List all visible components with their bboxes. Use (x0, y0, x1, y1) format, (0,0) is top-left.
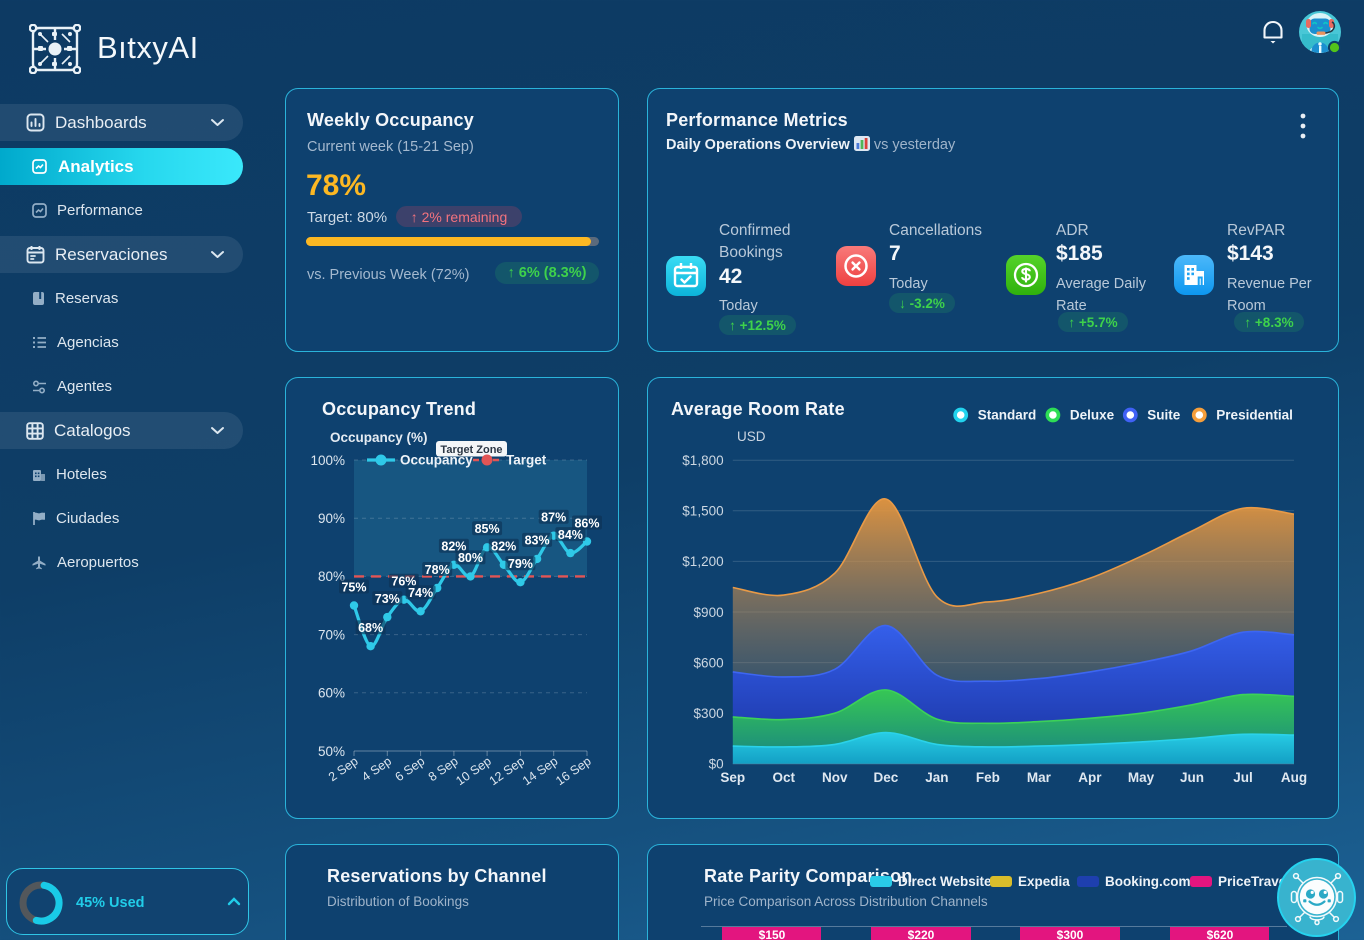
svg-text:12 Sep: 12 Sep (487, 754, 528, 788)
svg-text:Apr: Apr (1078, 770, 1102, 785)
svg-text:84%: 84% (558, 528, 583, 542)
svg-text:$600: $600 (694, 655, 724, 670)
svg-text:$1,500: $1,500 (682, 504, 723, 519)
svg-text:10 Sep: 10 Sep (453, 754, 494, 788)
svg-text:Sep: Sep (720, 770, 745, 785)
svg-text:Aug: Aug (1281, 770, 1307, 785)
svg-text:76%: 76% (391, 575, 416, 589)
svg-text:73%: 73% (375, 592, 400, 606)
svg-text:100%: 100% (310, 453, 345, 468)
svg-text:Suite: Suite (1147, 408, 1180, 423)
svg-text:70%: 70% (318, 627, 345, 642)
svg-text:PriceTravel: PriceTravel (1218, 874, 1290, 889)
svg-text:$1,200: $1,200 (682, 554, 723, 569)
svg-text:Expedia: Expedia (1018, 874, 1070, 889)
svg-text:Direct Website: Direct Website (898, 874, 992, 889)
svg-text:Dec: Dec (874, 770, 899, 785)
svg-text:Target: Target (506, 453, 547, 468)
svg-text:Occupancy: Occupancy (400, 453, 473, 468)
svg-text:16 Sep: 16 Sep (553, 754, 594, 788)
svg-text:Booking.com: Booking.com (1105, 874, 1191, 889)
svg-text:14 Sep: 14 Sep (520, 754, 561, 788)
svg-text:74%: 74% (408, 586, 433, 600)
svg-text:50%: 50% (318, 744, 345, 759)
svg-text:Oct: Oct (773, 770, 796, 785)
svg-text:68%: 68% (358, 621, 383, 635)
svg-text:82%: 82% (441, 540, 466, 554)
svg-text:Jun: Jun (1180, 770, 1204, 785)
svg-text:85%: 85% (475, 522, 500, 536)
svg-text:$1,800: $1,800 (682, 453, 723, 468)
svg-text:80%: 80% (458, 551, 483, 565)
svg-text:87%: 87% (541, 511, 566, 525)
svg-text:Standard: Standard (978, 408, 1037, 423)
svg-text:$150: $150 (759, 928, 786, 940)
svg-text:$300: $300 (1057, 928, 1084, 940)
svg-text:$900: $900 (694, 605, 724, 620)
svg-text:May: May (1128, 770, 1155, 785)
svg-text:Mar: Mar (1027, 770, 1052, 785)
svg-text:$0: $0 (709, 757, 724, 772)
svg-text:Presidential: Presidential (1216, 408, 1293, 423)
svg-text:$300: $300 (694, 706, 724, 721)
svg-text:90%: 90% (318, 511, 345, 526)
svg-text:Nov: Nov (822, 770, 848, 785)
svg-text:Feb: Feb (976, 770, 1000, 785)
svg-text:Target Zone: Target Zone (440, 444, 502, 456)
svg-text:Jan: Jan (925, 770, 948, 785)
svg-text:78%: 78% (425, 563, 450, 577)
svg-text:86%: 86% (574, 516, 599, 530)
svg-text:$220: $220 (908, 928, 935, 940)
svg-text:$620: $620 (1207, 928, 1234, 940)
svg-text:75%: 75% (341, 580, 366, 594)
svg-text:82%: 82% (491, 540, 516, 554)
svg-text:4 Sep: 4 Sep (359, 754, 394, 784)
svg-text:Jul: Jul (1233, 770, 1253, 785)
svg-text:83%: 83% (525, 534, 550, 548)
svg-text:60%: 60% (318, 686, 345, 701)
svg-text:6 Sep: 6 Sep (393, 754, 428, 784)
svg-text:80%: 80% (318, 569, 345, 584)
svg-text:79%: 79% (508, 557, 533, 571)
svg-text:Deluxe: Deluxe (1070, 408, 1115, 423)
